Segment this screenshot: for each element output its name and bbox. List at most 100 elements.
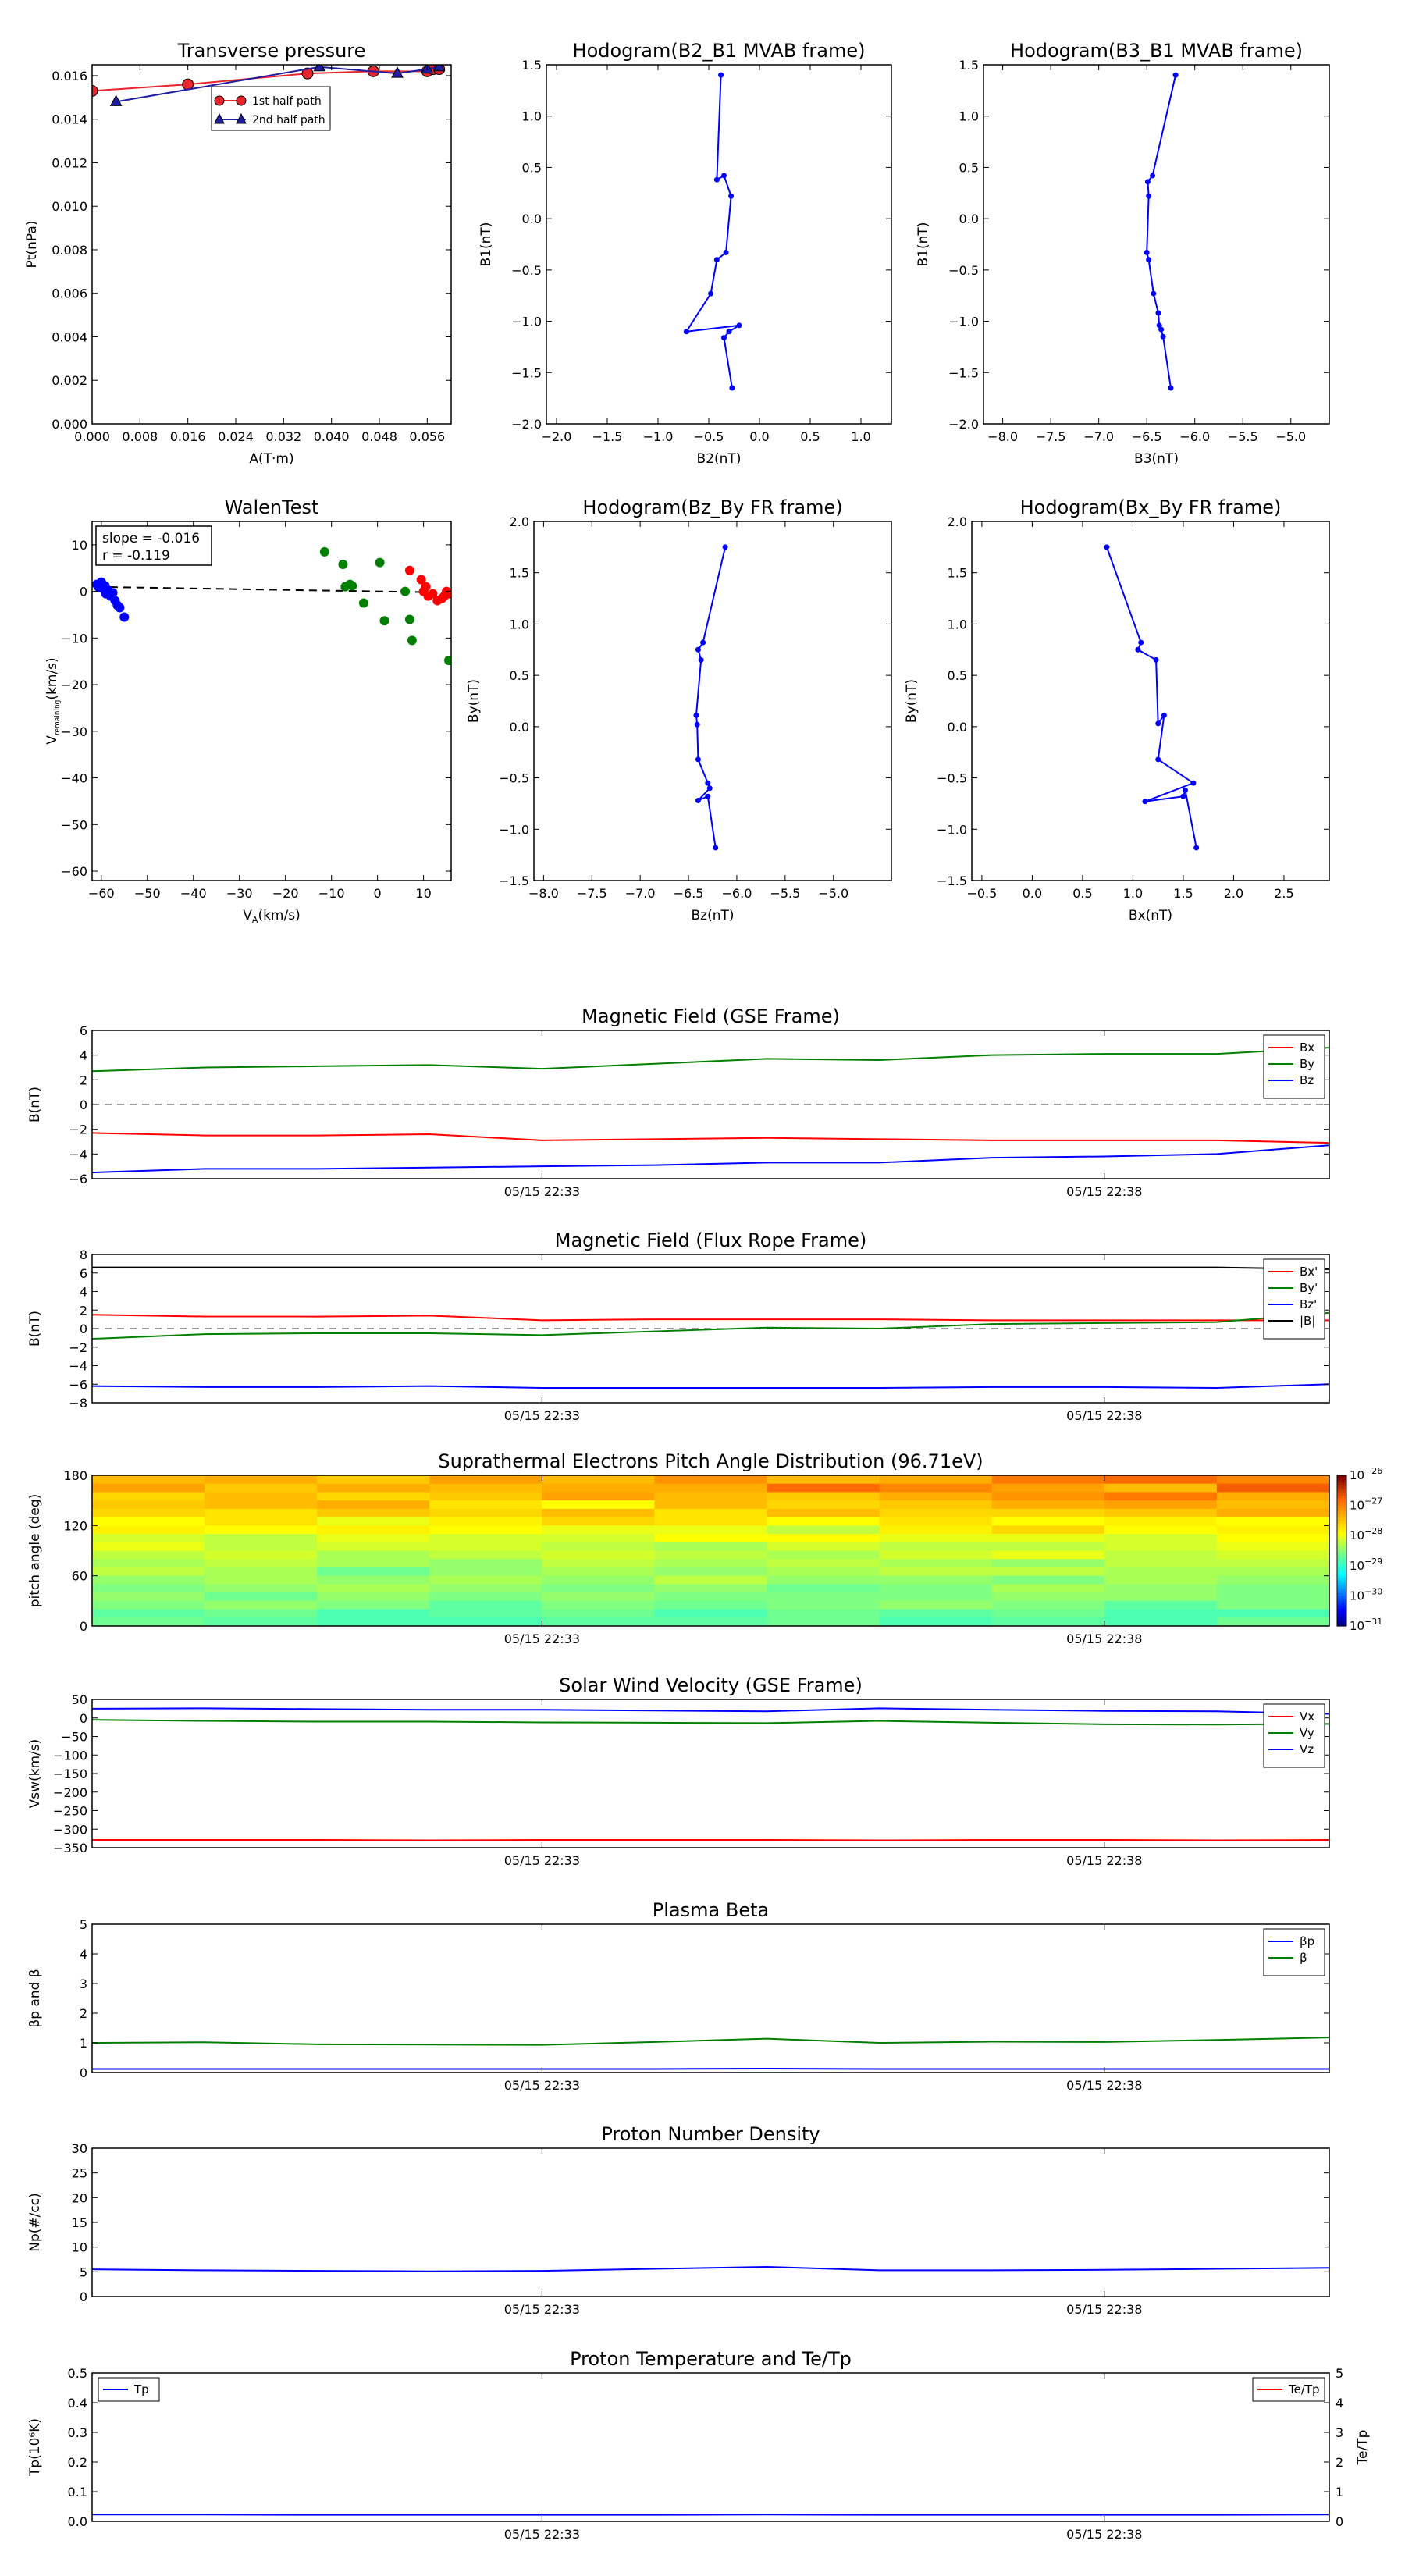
colorbar-segment [1337,1542,1346,1546]
colorbar-segment [1337,1560,1346,1564]
colorbar-segment [1337,1571,1346,1574]
legend-label: Vz [1300,1742,1314,1756]
colorbar-label-base: 10 [1350,1468,1364,1482]
x-tick-label: −5.0 [818,886,848,901]
heatmap-cell [1104,1475,1218,1485]
heatmap-cell [767,1567,880,1577]
y-tick-label: −50 [61,1730,87,1745]
data-point [400,586,411,596]
heatmap-cell [205,1534,318,1543]
y-tick-label: 0.4 [68,2396,87,2411]
colorbar-segment [1337,1497,1346,1501]
y2-tick-label: 0 [1336,2514,1343,2529]
colorbar-segment [1337,1588,1346,1592]
y2-tick-label: 3 [1336,2425,1343,2440]
y-label-part: V [44,735,60,745]
heatmap-cell [1104,1575,1218,1585]
y-tick-label: 1.5 [522,58,542,73]
heatmap-cell [317,1592,430,1602]
y-tick-label: −30 [61,724,87,739]
panel-vsw: 05/15 22:33 05/15 22:38 −350 −300 −250 −200 −1… [27,1674,1330,1868]
y-tick-label: 0 [80,585,87,600]
heatmap-cell [205,1575,318,1585]
colorbar-label-exp: −28 [1364,1526,1382,1536]
colorbar-segment [1337,1593,1346,1596]
annotation-box [95,525,212,566]
heatmap-cell [542,1542,656,1552]
data-point [713,257,720,263]
plot-area [1144,72,1179,391]
x-tick-label: −6.0 [1179,429,1210,444]
y-tick-label: 0 [80,1322,87,1336]
data-point [1190,780,1197,786]
heatmap-cell [767,1492,880,1501]
y-axis-label: By(nT) [904,679,919,723]
heatmap-cell [205,1542,318,1552]
heatmap-cell [1216,1584,1329,1593]
colorbar-segment [1337,1538,1346,1542]
heatmap-cell [654,1609,768,1618]
x-tick-label: −7.0 [625,886,656,901]
data-point [319,546,329,557]
colorbar-segment [1337,1606,1346,1610]
colorbar-label: 10−31 [1350,1617,1382,1633]
colorbar-segment [1337,1546,1346,1549]
heatmap-cell [317,1550,430,1560]
heatmap-cell [991,1592,1105,1602]
series-line-series-0 [1146,74,1177,389]
y-tick-label: 10 [72,538,87,553]
y-tick-label: −1.0 [511,315,542,329]
colorbar-segment [1337,1583,1346,1587]
heatmap-cell [767,1584,880,1593]
data-point [407,635,417,646]
colorbar-segment [1337,1515,1346,1519]
heatmap-cell [542,1567,656,1577]
data-point [713,845,719,851]
heatmap-cell [879,1609,993,1618]
heatmap-cell [879,1534,993,1543]
heatmap-cell [654,1492,768,1501]
series-line-bx [92,1132,1329,1144]
data-point [700,639,706,646]
heatmap-cell [879,1600,993,1610]
data-point [1158,326,1165,333]
data-point [726,329,732,335]
data-point [1153,656,1159,663]
heatmap-cell [1104,1517,1218,1526]
heatmap-cell [991,1600,1105,1610]
heatmap-cell [654,1550,768,1560]
heatmap-cell [542,1575,656,1585]
heatmap-cell [92,1592,205,1602]
series-line-bz- [92,1383,1329,1389]
data-point [1160,333,1166,340]
y-tick-label: −350 [53,1841,87,1856]
data-point [1161,712,1167,718]
panel-mag-gse: 05/15 22:33 05/15 22:38 −6 −4 −2 0 2 4 6 Magnetic… [27,1005,1330,1199]
panel-hodogram-b3-b1: −8.0 −7.5 −7.0 −6.5 −6.0 −5.5 −5.0 −2.0 −1.5 −1.0… [916,40,1330,467]
y-tick-label: −2 [69,1123,87,1137]
data-point [404,614,414,624]
heatmap-cell [429,1542,542,1552]
colorbar-segment [1337,1517,1346,1521]
y-tick-label: −200 [53,1785,87,1800]
heatmap-cell [317,1483,430,1493]
heatmap-cell [654,1559,768,1568]
colorbar-label-base: 10 [1350,1559,1364,1573]
x-tick-label: 05/15 22:33 [504,2302,580,2317]
x-tick-label: 0.5 [1072,886,1092,901]
data-point [1135,646,1141,653]
colorbar-segment [1337,1490,1346,1494]
y-tick-label: −300 [53,1822,87,1837]
y-label-part: (km/s) [44,657,60,699]
data-point [108,588,118,598]
y-tick-label: 180 [63,1468,87,1483]
x-axis-label: VA(km/s) [243,908,300,925]
heatmap-cell [317,1492,430,1501]
data-point [301,67,314,80]
y-tick-label: −2 [69,1340,87,1355]
panel-tp: 05/15 22:33 05/15 22:38 0.0 0.1 0.2 0.3 0.4 0.5… [27,2348,1371,2542]
legend-label: By' [1300,1281,1318,1295]
heatmap-cell [205,1609,318,1618]
y-tick-label: −4 [69,1359,87,1374]
